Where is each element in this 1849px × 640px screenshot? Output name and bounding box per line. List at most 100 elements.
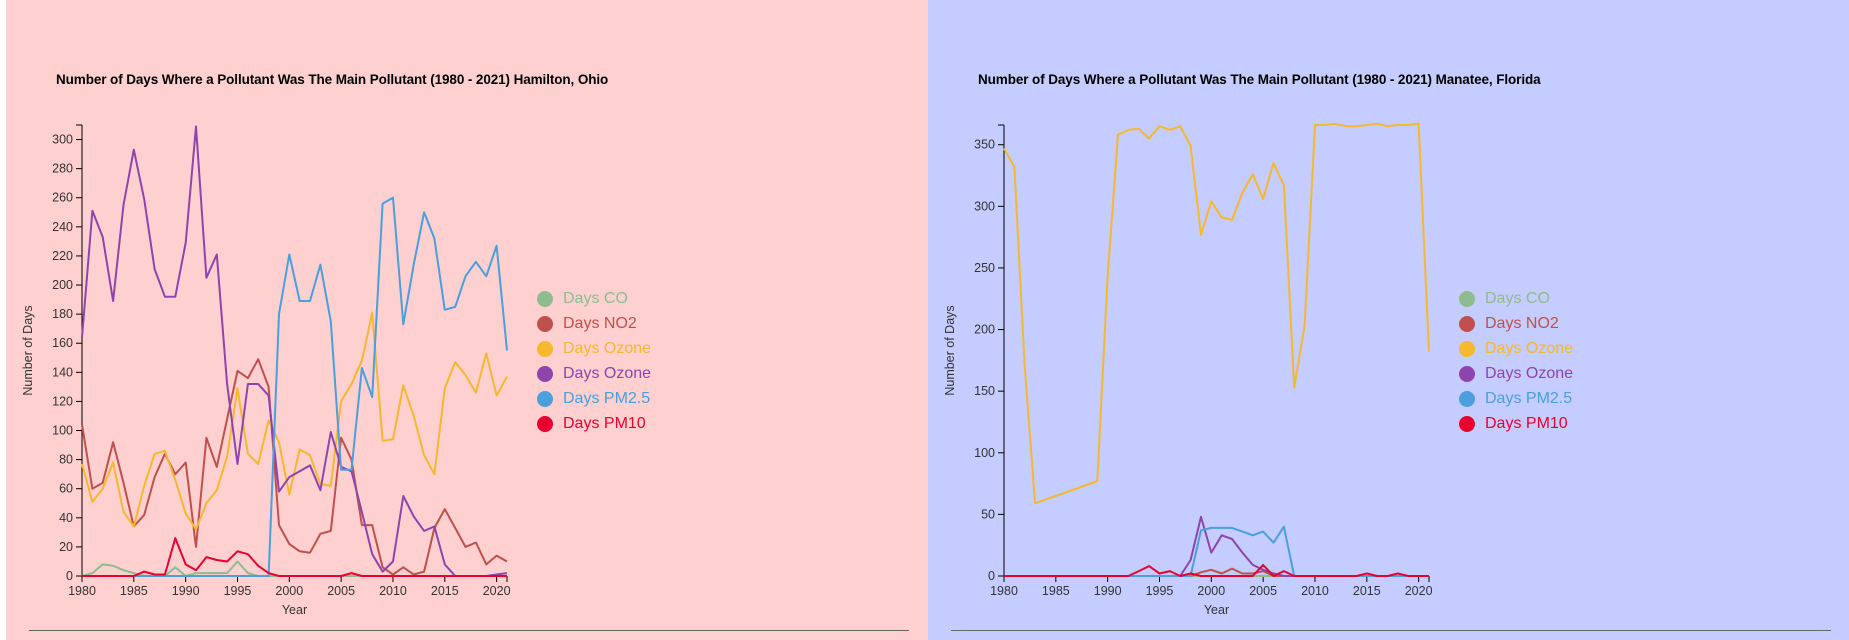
x-tick-label: 1990: [172, 584, 200, 598]
legend-label: Days CO: [563, 289, 628, 307]
x-tick-label: 1985: [120, 584, 148, 598]
y-tick-label: 180: [52, 307, 73, 321]
legend-label: Days Ozone: [1485, 339, 1574, 357]
y-tick-label: 150: [974, 384, 995, 398]
series-line-days-ozone: [1004, 515, 1429, 577]
series-line-days-pm10: [82, 537, 507, 577]
y-tick-label: 40: [59, 511, 73, 525]
y-tick-label: 100: [52, 424, 73, 438]
x-tick-label: 1995: [224, 584, 252, 598]
legend-item-days-no2: Days NO2: [1459, 311, 1573, 336]
legend-swatch: [1459, 415, 1475, 432]
line-chart-hamilton: 0 20 40 60 80 100 120 140 160 180 200 220 240 260 280 3…: [21, 124, 511, 617]
legend-item-days-pm10: Days PM10: [537, 411, 651, 436]
chart-title: Number of Days Where a Pollutant Was The…: [56, 72, 609, 87]
legend-swatch: [1459, 340, 1475, 357]
y-tick-label: 240: [52, 220, 73, 234]
y-tick-label: 80: [59, 453, 73, 467]
y-tick-label: 20: [59, 540, 73, 554]
legend-label: Days PM2.5: [1485, 389, 1573, 407]
y-tick-label: 200: [52, 278, 73, 292]
y-tick-label: 0: [988, 569, 995, 583]
series-line-days-ozone: [1003, 122, 1430, 505]
legend-swatch: [1459, 390, 1475, 407]
y-tick-label: 0: [66, 569, 73, 583]
x-tick-label: 2020: [1405, 584, 1433, 598]
legend-item-days-ozone: Days Ozone: [1459, 336, 1573, 361]
x-tick-label: 2020: [483, 584, 511, 598]
series-line-days-no2: [81, 358, 508, 576]
y-tick-label: 300: [974, 199, 995, 213]
y-tick-label: 50: [981, 507, 995, 521]
legend-label: Days Ozone: [1485, 364, 1574, 382]
x-tick-label: 2000: [275, 584, 303, 598]
legend-swatch: [537, 365, 553, 382]
legend-swatch: [1459, 290, 1475, 307]
y-tick-label: 120: [52, 394, 73, 408]
y-tick-label: 160: [52, 336, 73, 350]
y-tick-label: 100: [974, 446, 995, 460]
chart-legend: Days CO Days NO2 Days Ozone Days Ozone Days …: [537, 286, 651, 436]
y-tick-label: 140: [52, 365, 73, 379]
x-tick-label: 1980: [990, 584, 1018, 598]
x-tick-label: 2010: [379, 584, 407, 598]
legend-item-days-ozone: Days Ozone: [537, 336, 651, 361]
legend-swatch: [1459, 365, 1475, 382]
legend-label: Days NO2: [1485, 314, 1559, 332]
legend-item-days-ozone: Days Ozone: [537, 361, 651, 386]
series-line-days-pm2-5: [82, 196, 508, 577]
y-axis-label: Number of Days: [21, 305, 35, 395]
y-tick-label: 350: [974, 138, 995, 152]
legend-label: Days Ozone: [563, 339, 652, 357]
legend-swatch: [537, 415, 553, 432]
legend-item-days-pm2-5: Days PM2.5: [537, 386, 651, 411]
y-tick-label: 250: [974, 261, 995, 275]
legend-label: Days Ozone: [563, 364, 652, 382]
y-tick-label: 260: [52, 191, 73, 205]
y-tick-label: 220: [52, 249, 73, 263]
x-axis-label: Year: [282, 603, 307, 617]
legend-swatch: [537, 390, 553, 407]
legend-label: Days CO: [1485, 289, 1550, 307]
x-tick-label: 2000: [1197, 584, 1225, 598]
y-tick-label: 60: [59, 482, 73, 496]
x-tick-label: 2015: [431, 584, 459, 598]
x-tick-label: 2010: [1301, 584, 1329, 598]
line-chart-manatee: 0 50 100 150 200 250 300 350 1980 1985 1990 1995 200…: [943, 122, 1433, 617]
divider: [29, 630, 909, 631]
legend-item-days-co: Days CO: [537, 286, 651, 311]
series-line-days-pm10: [1004, 563, 1429, 577]
legend-item-days-ozone: Days Ozone: [1459, 361, 1573, 386]
series-line-days-ozone: [81, 125, 508, 577]
x-tick-label: 2015: [1353, 584, 1381, 598]
x-tick-label: 1985: [1042, 584, 1070, 598]
legend-swatch: [1459, 315, 1475, 332]
x-tick-label: 2005: [1249, 584, 1277, 598]
y-axis-label: Number of Days: [943, 305, 957, 395]
y-tick-label: 200: [974, 323, 995, 337]
legend-swatch: [537, 315, 553, 332]
series-line-days-pm2-5: [1004, 525, 1429, 577]
legend-item-days-pm2-5: Days PM2.5: [1459, 386, 1573, 411]
x-tick-label: 1990: [1094, 584, 1122, 598]
x-tick-label: 2005: [327, 584, 355, 598]
chart-legend: Days CO Days NO2 Days Ozone Days Ozone Days …: [1459, 286, 1573, 436]
y-tick-label: 280: [52, 162, 73, 176]
y-tick-label: 300: [52, 133, 73, 147]
legend-label: Days PM2.5: [563, 389, 651, 407]
chart-title: Number of Days Where a Pollutant Was The…: [978, 72, 1541, 87]
series-line-days-co: [81, 560, 507, 577]
chart-panel-manatee: Number of Days Where a Pollutant Was The…: [928, 0, 1849, 640]
legend-label: Days PM10: [563, 414, 646, 432]
legend-swatch: [537, 340, 553, 357]
legend-label: Days NO2: [563, 314, 637, 332]
legend-item-days-pm10: Days PM10: [1459, 411, 1573, 436]
x-tick-label: 1980: [68, 584, 96, 598]
x-tick-label: 1995: [1146, 584, 1174, 598]
divider: [951, 630, 1831, 631]
legend-item-days-no2: Days NO2: [537, 311, 651, 336]
legend-item-days-co: Days CO: [1459, 286, 1573, 311]
x-axis-label: Year: [1204, 603, 1229, 617]
series-line-days-ozone: [81, 311, 508, 531]
chart-panel-hamilton: Number of Days Where a Pollutant Was The…: [6, 0, 928, 640]
